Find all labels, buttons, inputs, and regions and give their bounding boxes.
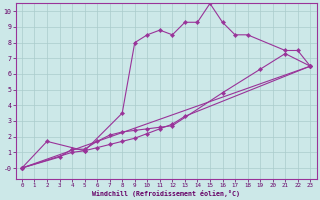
X-axis label: Windchill (Refroidissement éolien,°C): Windchill (Refroidissement éolien,°C) <box>92 190 240 197</box>
